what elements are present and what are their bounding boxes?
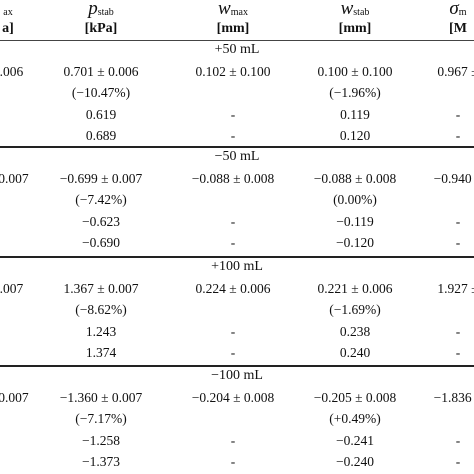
- col-wmax-symbol-letter: w: [218, 0, 231, 19]
- col-sigma-cell: -: [455, 433, 461, 448]
- col-wmax-cell: -: [230, 345, 236, 360]
- col-sigma-cell: -: [455, 214, 461, 229]
- col-pstab-cell: −1.373: [82, 454, 120, 469]
- col-pstab-cell: 0.701 ± 0.006: [63, 64, 139, 79]
- col-pmax-cell: 0.007: [0, 281, 24, 296]
- col-pmax-symbol: ax: [3, 0, 12, 24]
- col-wstab-unit: [mm]: [338, 21, 372, 36]
- col-pstab-symbol-letter: p: [88, 0, 98, 19]
- col-sigma-cell: 0.967 ±: [437, 64, 474, 79]
- col-wmax-cell: -: [230, 235, 236, 250]
- col-wmax-cell: -: [230, 454, 236, 469]
- col-wstab-cell: 0.221 ± 0.006: [317, 281, 393, 296]
- col-sigma-cell: -: [455, 345, 461, 360]
- section-label: +50 mL: [214, 42, 260, 57]
- col-pmax-cell: ± 0.007: [0, 390, 29, 405]
- col-pstab-cell: (−8.62%): [75, 302, 127, 317]
- col-sigma-symbol-letter: σ: [449, 0, 459, 19]
- col-wmax-symbol: wmax: [218, 0, 248, 24]
- col-pstab-symbol: pstab: [88, 0, 114, 24]
- col-pstab-cell: −0.623: [82, 214, 120, 229]
- col-wstab-cell: −0.240: [336, 454, 374, 469]
- section-rule-2: [0, 256, 474, 258]
- section-rule-1: [0, 146, 474, 148]
- col-wstab-symbol: wstab: [341, 0, 370, 24]
- col-wmax-cell: -: [230, 214, 236, 229]
- col-pstab-cell: −1.360 ± 0.007: [59, 390, 143, 405]
- col-sigma-cell: -: [455, 235, 461, 250]
- col-wstab-cell: (−1.69%): [329, 302, 381, 317]
- col-pstab-cell: 0.619: [85, 107, 117, 122]
- col-wstab-cell: 0.100 ± 0.100: [317, 64, 393, 79]
- col-pstab-cell: −0.699 ± 0.007: [59, 171, 143, 186]
- col-pmax-unit: a]: [2, 21, 14, 36]
- col-pstab-cell: 0.689: [85, 128, 117, 143]
- col-wmax-cell: −0.204 ± 0.008: [191, 390, 275, 405]
- col-wstab-symbol-letter: w: [340, 0, 354, 19]
- section-rule-3: [0, 365, 474, 367]
- col-pstab-cell: 1.243: [85, 324, 117, 339]
- col-wmax-cell: -: [230, 433, 236, 448]
- col-wstab-cell: 0.119: [340, 107, 370, 122]
- col-sigma-cell: -: [455, 454, 461, 469]
- header-rule: [0, 40, 474, 41]
- col-pmax-cell: 0.006: [0, 64, 24, 79]
- col-sigma-symbol: σm: [449, 0, 466, 24]
- col-wstab-cell: −0.241: [336, 433, 374, 448]
- col-sigma-cell: -: [455, 324, 461, 339]
- col-pstab-cell: −0.690: [82, 235, 120, 250]
- col-wmax-cell: 0.102 ± 0.100: [195, 64, 271, 79]
- col-wstab-cell: −0.088 ± 0.008: [313, 171, 397, 186]
- col-wmax-cell: -: [230, 324, 236, 339]
- col-sigma-symbol-subscript: m: [458, 7, 467, 18]
- col-wmax-cell: -: [230, 107, 236, 122]
- col-sigma-cell: -: [455, 128, 461, 143]
- col-pstab-cell: 1.367 ± 0.007: [63, 281, 139, 296]
- section-label: −100 mL: [211, 368, 263, 383]
- col-wstab-cell: −0.205 ± 0.008: [313, 390, 397, 405]
- col-pstab-cell: 1.374: [85, 345, 117, 360]
- col-wstab-cell: −0.119: [336, 214, 374, 229]
- col-wstab-cell: (0.00%): [333, 192, 377, 207]
- col-sigma-cell: 1.927 ±: [437, 281, 474, 296]
- col-pstab-symbol-subscript: stab: [97, 7, 114, 18]
- col-sigma-unit: [M: [449, 21, 467, 36]
- col-wstab-cell: (−1.96%): [329, 85, 381, 100]
- section-label: −50 mL: [214, 149, 260, 164]
- col-sigma-cell: −0.940 ±: [433, 171, 474, 186]
- col-wmax-symbol-subscript: max: [230, 7, 248, 18]
- col-wmax-unit: [mm]: [216, 21, 250, 36]
- col-wstab-cell: 0.120: [339, 128, 371, 143]
- col-wstab-cell: −0.120: [336, 235, 374, 250]
- col-wmax-cell: -: [230, 128, 236, 143]
- col-pstab-cell: (−7.42%): [75, 192, 127, 207]
- col-wstab-cell: 0.238: [339, 324, 371, 339]
- col-sigma-cell: −1.836 ±: [433, 390, 474, 405]
- col-pstab-unit: [kPa]: [84, 21, 118, 36]
- section-label: +100 mL: [211, 259, 263, 274]
- col-wmax-cell: −0.088 ± 0.008: [191, 171, 275, 186]
- col-pstab-cell: (−7.17%): [75, 411, 127, 426]
- col-pmax-cell: ± 0.007: [0, 171, 29, 186]
- col-pmax-symbol-subscript: ax: [3, 7, 13, 18]
- col-pstab-cell: (−10.47%): [71, 85, 131, 100]
- col-wstab-symbol-subscript: stab: [353, 7, 370, 18]
- col-pstab-cell: −1.258: [82, 433, 120, 448]
- col-wstab-cell: (+0.49%): [329, 411, 381, 426]
- col-sigma-cell: -: [455, 107, 461, 122]
- col-wmax-cell: 0.224 ± 0.006: [195, 281, 271, 296]
- col-wstab-cell: 0.240: [339, 345, 371, 360]
